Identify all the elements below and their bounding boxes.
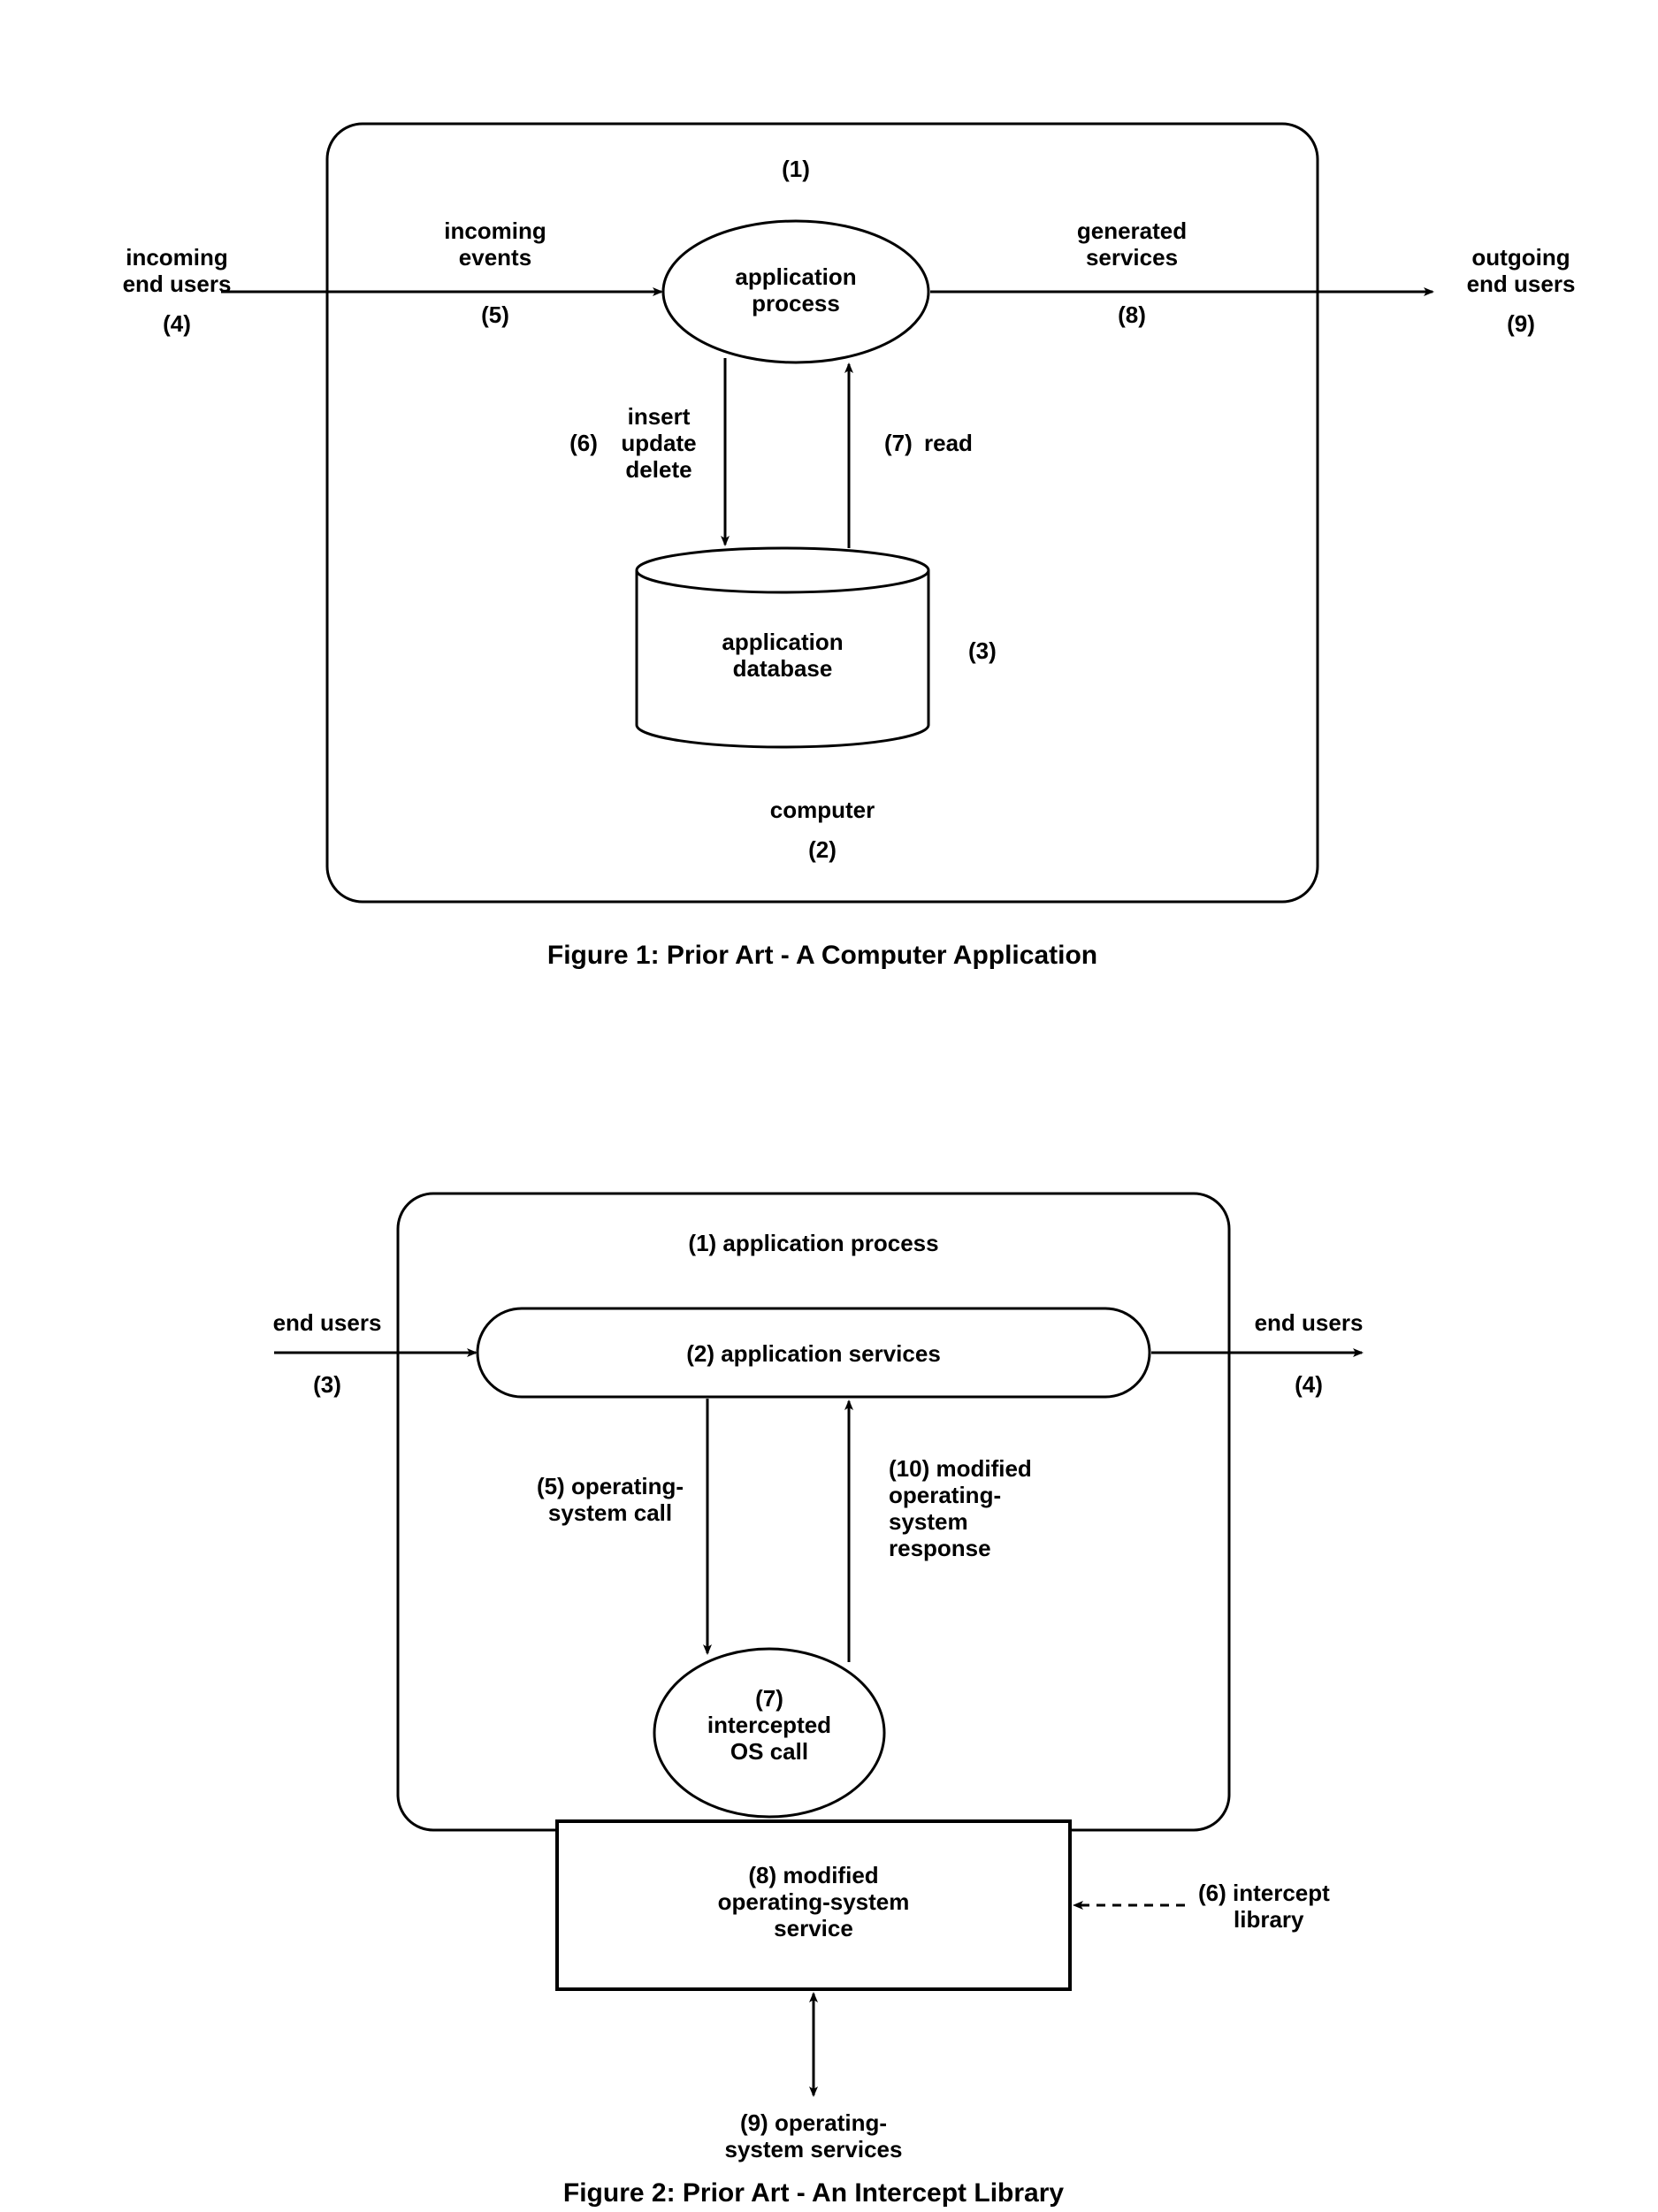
rect-l3: service xyxy=(774,1915,853,1941)
rect-l2: operating-system xyxy=(718,1888,910,1915)
figure1-caption: Figure 1: Prior Art - A Computer Applica… xyxy=(547,941,1097,970)
process-num: (1) xyxy=(782,156,810,182)
read-num: (7) xyxy=(884,430,913,456)
db-label-1: application xyxy=(722,629,843,655)
incoming-events-1: incoming xyxy=(444,217,546,244)
figure-2: (1) application process (2) application … xyxy=(273,1194,1364,2208)
iud-num: (6) xyxy=(569,430,598,456)
generated-1: generated xyxy=(1077,217,1187,244)
os-call-1: (5) operating- xyxy=(537,1473,684,1499)
ellipse-l1: (7) xyxy=(755,1685,783,1712)
iud-2: update xyxy=(621,430,696,456)
mod-resp-2: operating- xyxy=(889,1482,1001,1508)
incoming-events-2: events xyxy=(459,244,531,271)
db-label-2: database xyxy=(733,655,833,682)
endusers-left: end users xyxy=(273,1309,382,1336)
computer-num: (2) xyxy=(808,836,837,863)
endusers-left-num: (3) xyxy=(313,1371,341,1398)
mod-resp-4: response xyxy=(889,1535,991,1561)
incoming-end-users-1: incoming xyxy=(126,244,228,271)
db-num: (3) xyxy=(968,637,997,664)
outgoing-end-users-num: (9) xyxy=(1507,310,1535,337)
read-label: read xyxy=(924,430,973,456)
figure2-caption: Figure 2: Prior Art - An Intercept Libra… xyxy=(563,2178,1065,2208)
process-label-1: application xyxy=(735,263,856,290)
os-call-2: system call xyxy=(548,1499,672,1526)
ellipse-l2: intercepted xyxy=(707,1712,831,1738)
intercept-1: (6) intercept xyxy=(1198,1880,1330,1906)
intercept-2: library xyxy=(1234,1906,1304,1933)
diagram-canvas: (1) application process incoming end use… xyxy=(0,0,1658,2212)
process-label-2: process xyxy=(752,290,840,317)
mod-resp-3: system xyxy=(889,1508,968,1535)
pill-label: (2) application services xyxy=(686,1340,941,1367)
generated-num: (8) xyxy=(1118,301,1146,328)
iud-3: delete xyxy=(625,456,691,483)
mod-resp-1: (10) modified xyxy=(889,1455,1032,1482)
outgoing-end-users-1: outgoing xyxy=(1471,244,1570,271)
endusers-right-num: (4) xyxy=(1295,1371,1323,1398)
figure-1: (1) application process incoming end use… xyxy=(123,124,1576,970)
incoming-end-users-2: end users xyxy=(123,271,232,297)
incoming-events-num: (5) xyxy=(481,301,509,328)
rect-l1: (8) modified xyxy=(748,1862,878,1888)
os-serv-1: (9) operating- xyxy=(740,2109,887,2136)
os-serv-2: system services xyxy=(725,2136,903,2162)
ellipse-l3: OS call xyxy=(730,1738,808,1765)
outgoing-end-users-2: end users xyxy=(1467,271,1576,297)
iud-1: insert xyxy=(628,403,691,430)
computer-label: computer xyxy=(770,797,875,823)
incoming-end-users-num: (4) xyxy=(163,310,191,337)
generated-2: services xyxy=(1086,244,1178,271)
endusers-right: end users xyxy=(1255,1309,1364,1336)
fig2-title: (1) application process xyxy=(688,1230,938,1256)
